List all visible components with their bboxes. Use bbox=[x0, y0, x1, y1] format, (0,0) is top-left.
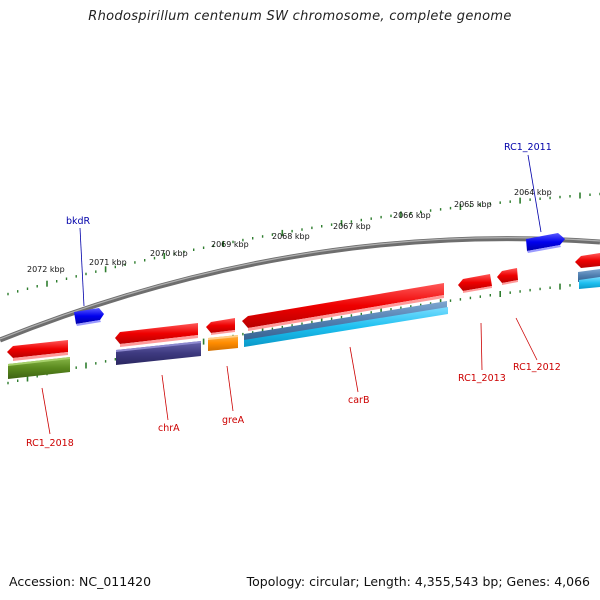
accession-text: Accession: NC_011420 bbox=[9, 574, 152, 589]
scale-label-2065: 2065 kbp bbox=[454, 200, 492, 209]
gene-edge-right-cyan[interactable] bbox=[579, 277, 600, 289]
gene-RC1_2011[interactable] bbox=[526, 233, 565, 253]
gene-greA-red[interactable] bbox=[206, 318, 235, 335]
topology-text: Topology: circular; Length: 4,355,543 bp… bbox=[246, 574, 590, 589]
gene-label-chrA: chrA bbox=[158, 423, 180, 434]
gene-carB-steel[interactable] bbox=[244, 301, 447, 342]
scale-label-2070: 2070 kbp bbox=[150, 249, 188, 258]
gene-chrA-red[interactable] bbox=[115, 323, 198, 347]
chromosome-backbone bbox=[0, 236, 600, 343]
gene-labels: bkdR RC1_2011 RC1_2018 chrA greA carB RC… bbox=[26, 142, 561, 449]
scale-labels: 2072 kbp 2071 kbp 2070 kbp 2069 kbp 2068… bbox=[27, 188, 552, 274]
gene-RC1_2018[interactable] bbox=[8, 357, 70, 379]
scale-label-2071: 2071 kbp bbox=[89, 258, 127, 267]
gene-label-RC1_2011: RC1_2011 bbox=[504, 142, 552, 153]
gene-label-RC1_2013: RC1_2013 bbox=[458, 373, 506, 384]
map-title: Rhodospirillum centenum SW chromosome, c… bbox=[88, 9, 512, 24]
gene-bkdR[interactable] bbox=[74, 308, 104, 326]
gene-label-RC1_2012: RC1_2012 bbox=[513, 362, 561, 373]
gene-carB[interactable] bbox=[244, 307, 448, 347]
gene-label-bkdR: bkdR bbox=[66, 216, 91, 227]
gene-label-greA: greA bbox=[222, 415, 245, 426]
scale-label-2064: 2064 kbp bbox=[514, 188, 552, 197]
gene-greA[interactable] bbox=[208, 335, 238, 351]
chromosome-backbone-highlight bbox=[0, 236, 600, 340]
scale-label-2068: 2068 kbp bbox=[272, 232, 310, 241]
leader-lines bbox=[41, 154, 542, 435]
gene-label-RC1_2018: RC1_2018 bbox=[26, 438, 74, 449]
scale-label-2066: 2066 kbp bbox=[393, 211, 431, 220]
gene-carB-red[interactable] bbox=[242, 283, 444, 331]
gene-RC1_2018-red[interactable] bbox=[7, 340, 68, 361]
scale-label-2067: 2067 kbp bbox=[333, 222, 371, 231]
outer-tick-track bbox=[7, 192, 600, 296]
gene-edge-right-red[interactable] bbox=[575, 253, 600, 268]
gene-RC1_2012[interactable] bbox=[497, 268, 518, 285]
gene-chrA[interactable] bbox=[116, 341, 201, 365]
scale-label-2072: 2072 kbp bbox=[27, 265, 65, 274]
gene-RC1_2013[interactable] bbox=[458, 274, 492, 293]
gene-label-carB: carB bbox=[348, 395, 369, 406]
scale-label-2069: 2069 kbp bbox=[211, 240, 249, 249]
